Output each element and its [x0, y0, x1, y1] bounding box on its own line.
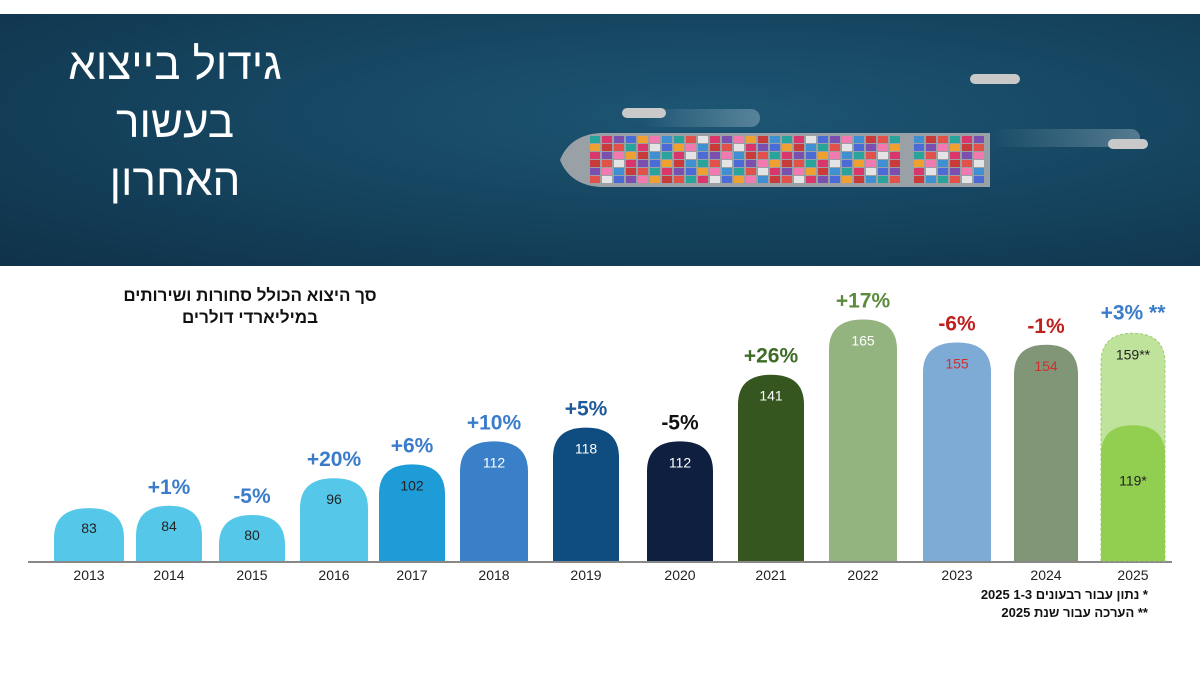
banner-title: גידול בייצוא בעשור האחרון — [40, 36, 310, 210]
chart-title-line: סך היצוא הכולל סחורות ושירותים — [123, 286, 377, 305]
x-tick-label: 2016 — [318, 567, 349, 583]
value-label: 102 — [400, 477, 424, 493]
x-tick-label: 2014 — [153, 567, 184, 583]
bar — [647, 441, 713, 561]
value-label: 83 — [81, 520, 97, 536]
value-label: 112 — [669, 454, 692, 470]
header-banner: גידול בייצוא בעשור האחרון — [0, 14, 1200, 266]
tugboat — [970, 74, 1020, 84]
bar — [1101, 425, 1165, 561]
change-label: +6% — [391, 434, 434, 457]
value-label: 155 — [945, 356, 969, 372]
x-tick-label: 2022 — [847, 567, 878, 583]
change-label: +20% — [307, 448, 362, 471]
value-label: 141 — [759, 388, 783, 404]
change-label: +10% — [467, 411, 522, 434]
footnote: * נתון עבור רבעונים 1-3 2025 — [980, 587, 1148, 602]
container-ship-image — [560, 133, 990, 187]
x-tick-label: 2015 — [236, 567, 267, 583]
bar — [379, 464, 445, 561]
banner-title-line: בעשור — [115, 98, 235, 147]
bar — [460, 441, 528, 561]
bar — [829, 319, 897, 561]
estimate-label: 159** — [1116, 346, 1151, 362]
banner-title-line: גידול בייצוא — [68, 40, 282, 89]
bar — [553, 427, 619, 561]
value-label: 119* — [1119, 472, 1147, 488]
change-label: +1% — [148, 476, 191, 499]
bar — [136, 505, 202, 561]
x-tick-label: 2023 — [941, 567, 972, 583]
bar — [54, 508, 124, 561]
wake — [640, 109, 760, 127]
footnotes: * נתון עבור רבעונים 1-3 2025 ** הערכה עב… — [981, 586, 1148, 622]
value-label: 84 — [161, 518, 177, 534]
change-label: -6% — [938, 313, 976, 336]
chart-title: סך היצוא הכולל סחורות ושירותים במיליארדי… — [100, 285, 400, 329]
x-tick-label: 2024 — [1030, 567, 1061, 583]
change-label: -5% — [233, 485, 271, 508]
bar — [738, 374, 804, 561]
change-label: -5% — [661, 411, 699, 434]
value-label: 80 — [244, 527, 260, 543]
bar — [300, 478, 368, 561]
x-tick-label: 2017 — [396, 567, 427, 583]
x-tick-label: 2019 — [570, 567, 601, 583]
footnote: ** הערכה עבור שנת 2025 — [1001, 605, 1148, 620]
chart-subtitle: במיליארדי דולרים — [182, 308, 318, 327]
change-label: +5% — [565, 398, 608, 421]
tugboat — [622, 108, 666, 118]
x-tick-label: 2025 — [1117, 567, 1148, 583]
change-label: -1% — [1027, 315, 1065, 338]
value-label: 112 — [483, 454, 506, 470]
wake — [990, 129, 1140, 147]
bar-chart: 83 2013 84 2014 +1% 80 2015 -5% 96 2016 +20% 102 201… — [28, 290, 1172, 583]
x-tick-label: 2021 — [755, 567, 786, 583]
banner-title-line: האחרון — [109, 156, 241, 205]
change-label: +3% ** — [1101, 301, 1167, 324]
x-tick-label: 2020 — [664, 567, 695, 583]
change-label: +26% — [744, 345, 799, 368]
value-label: 165 — [851, 333, 875, 349]
value-label: 118 — [575, 441, 598, 457]
value-label: 154 — [1034, 358, 1058, 374]
bar — [923, 342, 991, 561]
change-label: +17% — [836, 290, 891, 313]
bar — [1014, 344, 1078, 561]
x-tick-label: 2013 — [73, 567, 104, 583]
bar — [219, 515, 285, 561]
x-tick-label: 2018 — [478, 567, 509, 583]
tugboat — [1108, 139, 1148, 149]
value-label: 96 — [326, 491, 342, 507]
